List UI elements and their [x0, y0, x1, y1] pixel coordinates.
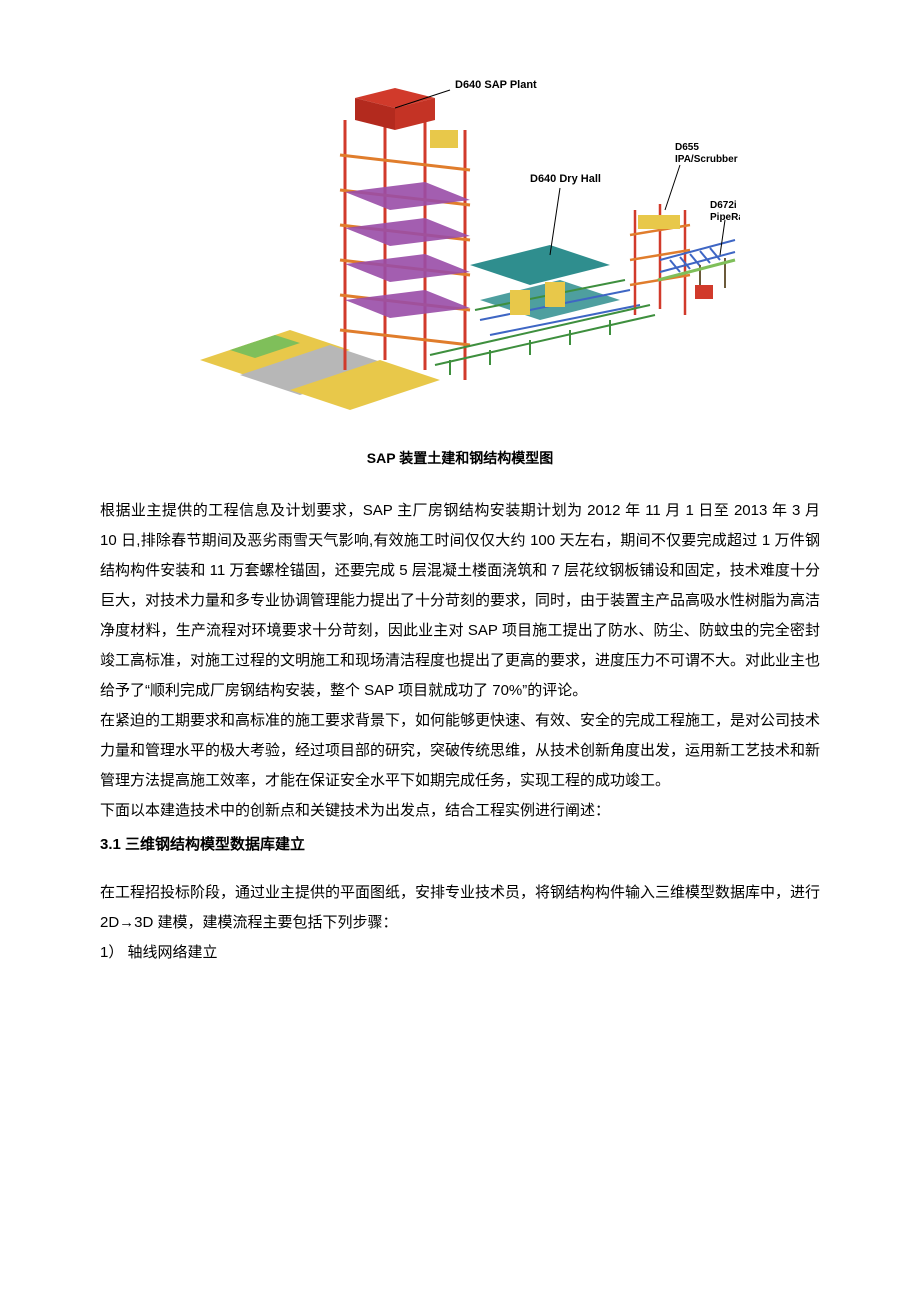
list-item-1: 1） 轴线网络建立: [100, 938, 820, 968]
label-dry-hall: D640 Dry Hall: [530, 173, 601, 185]
paragraph-4: 在工程招投标阶段，通过业主提供的平面图纸，安排专业技术员，将钢结构构件输入三维模…: [100, 878, 820, 938]
paragraph-1: 根据业主提供的工程信息及计划要求，SAP 主厂房钢结构安装期计划为 2012 年…: [100, 496, 820, 706]
heading-3-1: 3.1 三维钢结构模型数据库建立: [100, 830, 820, 860]
paragraph-2: 在紧迫的工期要求和高标准的施工要求背景下，如何能够更快速、有效、安全的完成工程施…: [100, 706, 820, 796]
label-piperack-line2: PipeRack: [710, 212, 740, 223]
label-scrubber-line1: D655: [675, 142, 699, 153]
equipment-block: [695, 285, 713, 299]
dry-hall: [470, 245, 640, 335]
ground-slabs: [200, 330, 440, 410]
label-sap-plant: D640 SAP Plant: [455, 79, 537, 91]
page: D640 SAP Plant D655 IPA/Scrubber Unit D6…: [0, 0, 920, 1048]
paragraph-3: 下面以本建造技术中的创新点和关键技术为出发点，结合工程实例进行阐述：: [100, 796, 820, 826]
sap-plant-3d-model: D640 SAP Plant D655 IPA/Scrubber Unit D6…: [180, 60, 740, 430]
figure-caption: SAP 装置土建和钢结构模型图: [100, 448, 820, 468]
label-piperack-line1: D672i: [710, 200, 737, 211]
label-scrubber-line2: IPA/Scrubber Unit: [675, 154, 740, 165]
figure-container: D640 SAP Plant D655 IPA/Scrubber Unit D6…: [100, 60, 820, 430]
sap-plant-tower: [340, 88, 470, 380]
